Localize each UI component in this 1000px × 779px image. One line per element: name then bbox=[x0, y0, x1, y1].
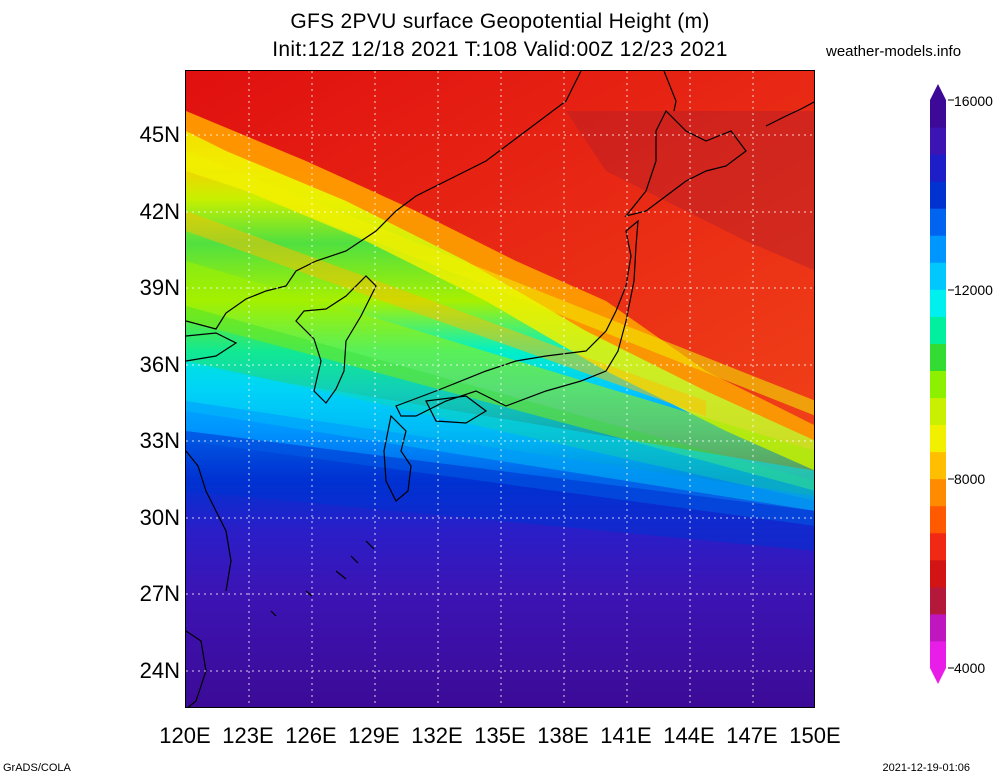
colorbar-segment bbox=[930, 640, 946, 669]
kyushu bbox=[383, 414, 412, 502]
colorbar-label-4000: 4000 bbox=[954, 660, 986, 676]
lon-label-150e: 150E bbox=[789, 723, 841, 748]
colorbar-segment bbox=[930, 370, 946, 399]
colorbar-segment bbox=[930, 181, 946, 209]
colorbar-segment bbox=[930, 424, 946, 453]
lon-label-126e: 126E bbox=[285, 723, 337, 748]
lat-label-36n: 36N bbox=[139, 352, 180, 377]
lon-label-147e: 147E bbox=[726, 723, 778, 748]
hokkaido bbox=[624, 109, 747, 218]
lon-label-144e: 144E bbox=[663, 723, 715, 748]
sakhalin bbox=[663, 71, 677, 112]
colorbar-min-arrow bbox=[930, 668, 946, 684]
lat-label-27n: 27N bbox=[139, 581, 180, 606]
colorbar-segment bbox=[930, 478, 946, 507]
lat-label-42n: 42N bbox=[139, 199, 180, 224]
colorbar-segment bbox=[930, 127, 946, 155]
footer-timestamp: 2021-12-19-01:06 bbox=[882, 762, 970, 774]
lat-label-45n: 45N bbox=[139, 122, 180, 147]
green-streak bbox=[186, 261, 814, 491]
dark-red-core bbox=[566, 111, 814, 271]
colorbar-segment bbox=[930, 343, 946, 371]
colorbar-label-12000: 12000 bbox=[954, 282, 993, 298]
red-band bbox=[186, 71, 814, 425]
footer-credit: GrADS/COLA bbox=[3, 762, 71, 774]
lon-label-141e: 141E bbox=[600, 723, 652, 748]
ryukyu-islands bbox=[270, 540, 375, 617]
lon-label-129e: 129E bbox=[348, 723, 400, 748]
colorbar-segment bbox=[930, 613, 946, 642]
colorbar-segment bbox=[930, 397, 946, 426]
colorbar-segment bbox=[930, 505, 946, 534]
yellow-streak bbox=[186, 151, 814, 416]
geopotential-field bbox=[186, 71, 814, 707]
mainland-coast bbox=[186, 71, 582, 330]
korea-coast bbox=[295, 275, 377, 404]
colorbar-segment bbox=[930, 208, 946, 236]
colorbar-segment bbox=[930, 262, 946, 290]
lon-label-138e: 138E bbox=[537, 723, 589, 748]
colorbar-segment bbox=[930, 586, 946, 615]
colorbar-segment bbox=[930, 100, 946, 128]
gridlines bbox=[186, 71, 814, 707]
chart-title: GFS 2PVU surface Geopotential Height (m) bbox=[290, 10, 710, 33]
colorbar-segment bbox=[930, 289, 946, 317]
lat-label-33n: 33N bbox=[139, 428, 180, 453]
kurils bbox=[765, 101, 814, 127]
colorbar-segment bbox=[930, 154, 946, 182]
colorbar-segment bbox=[930, 316, 946, 344]
colorbar bbox=[930, 84, 954, 684]
colorbar-max-arrow bbox=[930, 84, 946, 100]
blue-band bbox=[186, 431, 814, 551]
colorbar-segment bbox=[930, 451, 946, 480]
china-east-coast bbox=[186, 450, 232, 592]
colorbar-label-8000: 8000 bbox=[954, 471, 986, 487]
colorbar-segments bbox=[930, 84, 946, 684]
lat-label-30n: 30N bbox=[139, 505, 180, 530]
coastlines bbox=[186, 71, 814, 707]
lon-label-120e: 120E bbox=[159, 723, 211, 748]
lon-label-135e: 135E bbox=[474, 723, 526, 748]
colorbar-ticks bbox=[948, 99, 954, 669]
colorbar-segment bbox=[930, 532, 946, 561]
chart-subtitle: Init:12Z 12/18 2021 T:108 Valid:00Z 12/2… bbox=[272, 38, 728, 61]
colorbar-label-16000: 16000 bbox=[954, 93, 993, 109]
lat-label-24n: 24N bbox=[139, 658, 180, 683]
colorbar-segment bbox=[930, 559, 946, 588]
lat-label-39n: 39N bbox=[139, 275, 180, 300]
map-plot-area bbox=[185, 70, 815, 708]
shandong-coast bbox=[186, 332, 238, 362]
site-credit: weather-models.info bbox=[826, 43, 962, 60]
lon-label-123e: 123E bbox=[222, 723, 274, 748]
lon-label-132e: 132E bbox=[411, 723, 463, 748]
honshu bbox=[395, 219, 639, 417]
colorbar-segment bbox=[930, 235, 946, 263]
